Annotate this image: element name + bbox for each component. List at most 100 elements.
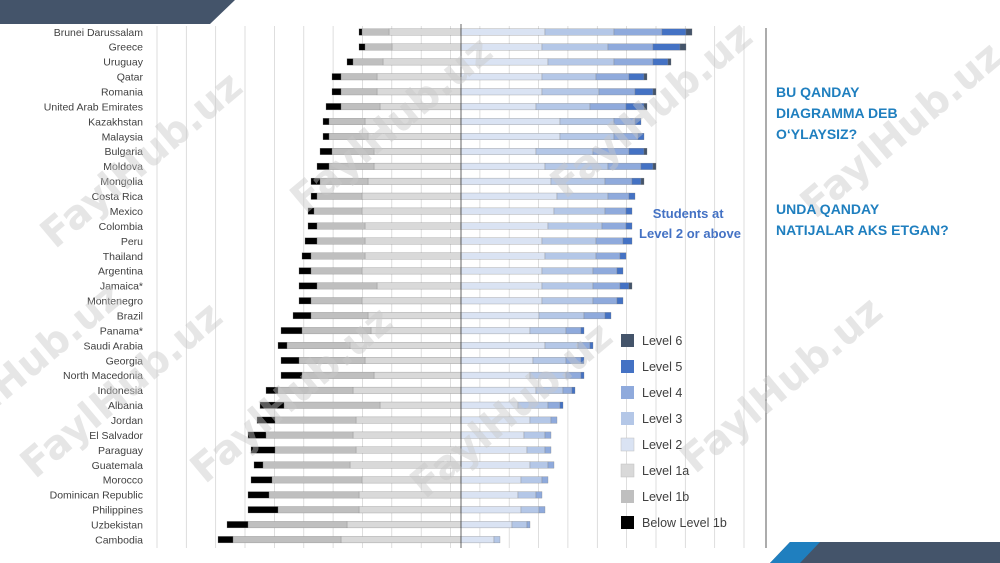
bar-segment	[364, 222, 462, 230]
bar-segment	[460, 133, 561, 140]
country-label: Thailand	[103, 251, 143, 263]
bar-segment	[307, 207, 315, 215]
bar-segment	[553, 207, 606, 215]
bar-segment	[361, 192, 462, 200]
bar-segment	[634, 118, 642, 125]
country-label: Saudi Arabia	[83, 340, 143, 352]
bar-segment	[592, 282, 621, 290]
bar-segment	[340, 88, 378, 96]
country-label: Jamaica*	[100, 281, 143, 293]
bar-segment	[460, 237, 543, 245]
bar-segment	[544, 431, 552, 439]
bar-segment	[364, 237, 462, 245]
bar-segment	[628, 73, 645, 81]
country-label: Romania	[101, 87, 143, 99]
bar-segment	[361, 267, 462, 275]
bar-segment	[364, 43, 393, 51]
legend-swatch	[621, 412, 634, 425]
bar-segment	[640, 177, 645, 185]
country-label: Greece	[109, 42, 144, 54]
footer-accent	[770, 542, 820, 563]
legend-label: Below Level 1b	[642, 516, 727, 530]
bar-segment	[292, 312, 312, 320]
legend-label: Level 4	[642, 386, 682, 400]
bar-segment	[595, 237, 624, 245]
question-results: UNDA QANDAY NATIJALAR AKS ETGAN?	[776, 201, 949, 238]
bar-segment	[538, 312, 585, 320]
bar-segment	[331, 88, 342, 96]
bar-segment	[301, 252, 312, 260]
bar-segment	[280, 357, 300, 364]
country-label: Jordan	[111, 415, 143, 427]
bar-segment	[541, 88, 600, 96]
bar-segment	[679, 43, 687, 51]
bar-segment	[526, 521, 531, 529]
bar-segment	[613, 58, 654, 66]
bar-segment	[460, 491, 519, 499]
bar-segment	[559, 401, 564, 409]
bar-segment	[595, 73, 630, 81]
legend-swatch	[621, 516, 634, 529]
country-label: Indonesia	[97, 385, 143, 397]
bar-segment	[460, 177, 552, 185]
country-label: Qatar	[117, 72, 144, 84]
bar-segment	[460, 88, 543, 96]
bar-segment	[358, 43, 366, 51]
bar-segment	[364, 252, 462, 260]
bar-segment	[541, 476, 549, 484]
legend-swatch	[620, 437, 635, 452]
bar-segment	[307, 222, 318, 230]
bar-segment	[601, 222, 627, 230]
bar-segment	[460, 103, 537, 111]
bar-segment	[367, 177, 462, 185]
bar-segment	[643, 103, 648, 111]
bar-segment	[460, 162, 546, 170]
bar-segment	[253, 461, 264, 469]
bar-segment	[373, 371, 462, 379]
bar-segment	[661, 28, 687, 36]
bar-segment	[247, 431, 267, 439]
country-label: Georgia	[106, 355, 144, 367]
bar-segment	[460, 357, 534, 364]
bar-segment	[631, 177, 642, 185]
bar-segment	[580, 327, 585, 335]
bar-segment	[460, 506, 522, 514]
bar-segment	[274, 446, 357, 454]
bar-segment	[268, 491, 360, 499]
legend: Level 6 Level 5 Level 4 Level 3 Level 2 Level…	[620, 334, 727, 530]
bar-segment	[517, 491, 537, 499]
bar-segment	[271, 476, 363, 484]
bar-segment	[529, 327, 567, 335]
bar-segment	[280, 371, 303, 379]
bar-segment	[460, 207, 555, 215]
bar-segment	[346, 58, 354, 66]
watermark: FaylHub.uz	[672, 288, 892, 483]
bar-segment	[340, 73, 378, 81]
bar-segment	[589, 342, 594, 349]
bar-segment	[604, 312, 612, 320]
bar-segment	[616, 267, 624, 275]
bar-segment	[460, 222, 549, 230]
bar-segment	[640, 162, 654, 170]
bar-segment	[547, 58, 615, 66]
country-label: Brazil	[117, 311, 143, 323]
bar-segment	[460, 192, 558, 200]
bar-segment	[598, 88, 636, 96]
bar-segment	[310, 192, 318, 200]
bar-segment	[460, 282, 543, 290]
bar-segment	[592, 297, 618, 305]
bar-segment	[388, 28, 462, 36]
header-band	[0, 0, 235, 24]
bar-segment	[322, 118, 330, 125]
country-label: Colombia	[99, 221, 144, 233]
country-label: Cambodia	[95, 534, 143, 546]
legend-label: Level 1a	[642, 464, 689, 478]
bar-segment	[547, 222, 603, 230]
country-label: Panama*	[100, 325, 143, 337]
bar-segment	[652, 58, 669, 66]
country-label: Uzbekistan	[91, 520, 143, 532]
bar-segment	[592, 267, 618, 275]
bar-segment	[460, 342, 546, 349]
bar-segment	[607, 43, 654, 51]
